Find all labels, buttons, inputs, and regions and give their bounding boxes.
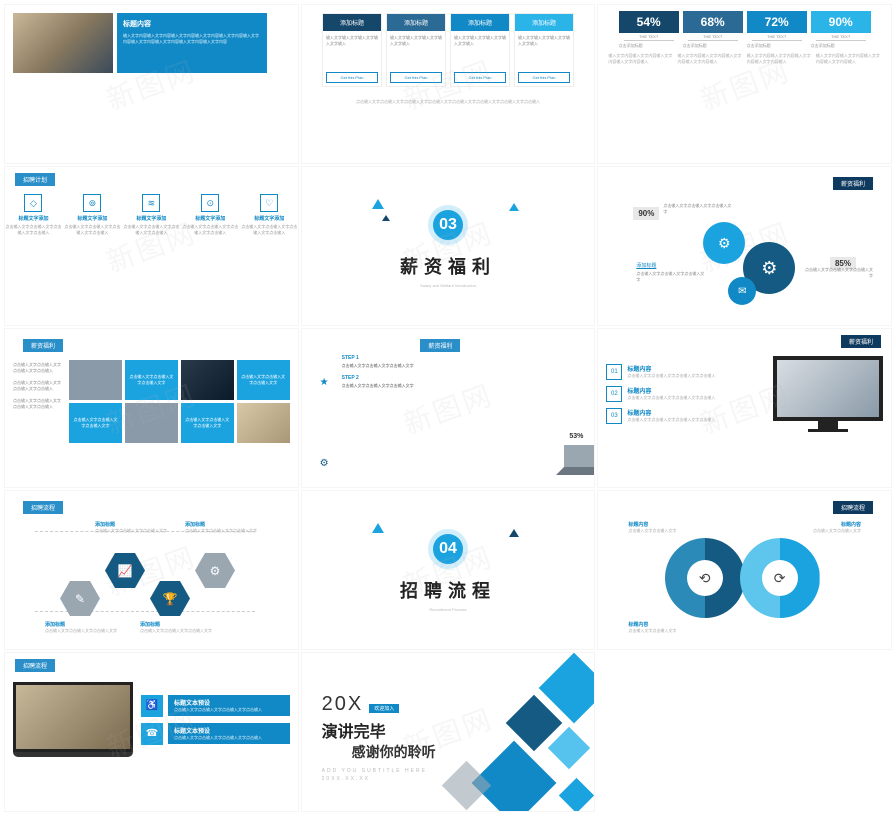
hex-icon: ⚙ <box>195 553 235 588</box>
section-sub: Recruitment Process <box>429 607 466 612</box>
item-number: 03 <box>606 408 622 424</box>
pct-90: 90% <box>633 207 659 220</box>
bar-icon: ♿ <box>141 695 163 717</box>
item-icon: ♡ <box>260 194 278 212</box>
section-title: 薪资福利 <box>400 253 496 279</box>
tag: 薪资福利 <box>420 339 460 352</box>
slide-5-divider: 新图网 03 薪资福利 Salary and Welfare Introduct… <box>301 166 596 326</box>
stat-block: 72% THE TEXT 点击添加标题 <box>747 11 807 49</box>
stair-step <box>594 429 595 467</box>
item-icon: ≋ <box>142 194 160 212</box>
link[interactable]: 添加标题 <box>636 262 656 269</box>
tag: 招聘流程 <box>15 659 55 672</box>
grid-photo <box>181 360 234 400</box>
thanks-line2: 感谢你的聆听 <box>352 742 436 762</box>
stat-block: 54% THE TEXT 点击添加标题 <box>619 11 679 49</box>
slide-9: 新图网 薪资福利 01 标题内容点击输入文字点击输入文字点击输入文字点击输入02… <box>597 328 892 488</box>
tag: 薪资福利 <box>833 177 873 190</box>
cog-icon: ⚙ <box>320 458 329 469</box>
pricing-card: 添加标题 输入文字输入文字输入文字输入文字输入 Get this Plan <box>386 13 446 87</box>
slide-3: 新图网 54% THE TEXT 点击添加标题68% THE TEXT 点击添加… <box>597 4 892 164</box>
laptop-mockup <box>13 682 133 757</box>
section-sub: Salary and Welfare Introduction <box>420 283 476 288</box>
card-title: 添加标题 <box>515 14 573 31</box>
get-plan-button[interactable]: Get this Plan <box>326 72 378 83</box>
tag: 招聘计划 <box>15 173 55 186</box>
tag: 招聘流程 <box>833 501 873 514</box>
grid-photo <box>125 403 178 443</box>
slide-10: 新图网 招聘流程 ✎ 📈 🏆 ⚙ 添加标题点击输入文字点击输入文字点击输入文字 … <box>4 490 299 650</box>
item-icon: ⊙ <box>201 194 219 212</box>
monitor-mockup <box>773 356 883 432</box>
grid-photo <box>69 360 122 400</box>
slide-13: 新图网 招聘流程 ♿ 标题文本预设点击输入文字点击输入文字点击输入文字点击输入☎… <box>4 652 299 812</box>
title-panel: 标题内容 输入文字内容输入文字内容输入文字内容输入文字内容输入文字内容输入文字内… <box>117 13 267 73</box>
get-plan-button[interactable]: Get this Plan <box>518 72 570 83</box>
card-title: 添加标题 <box>323 14 381 31</box>
stat-block: 68% THE TEXT 点击添加标题 <box>683 11 743 49</box>
panel-title: 标题内容 <box>123 19 261 29</box>
list-item: 01 标题内容点击输入文字点击输入文字点击输入文字点击输入 <box>606 364 765 380</box>
hex-icon: 📈 <box>105 553 145 588</box>
plan-item: ⊚ 标题文字添加 点击输入文字点击输入文字点击输入文字点击输入 <box>64 194 121 236</box>
donut-left: ⟲ <box>665 538 745 618</box>
info-bar: ♿ 标题文本预设点击输入文字点击输入文字点击输入文字点击输入 <box>141 695 290 717</box>
tag: 薪资福利 <box>841 335 881 348</box>
meeting-photo <box>13 13 113 73</box>
stat-block: 90% THE TEXT 点击添加标题 <box>811 11 871 49</box>
info-bar: ☎ 标题文本预设点击输入文字点击输入文字点击输入文字点击输入 <box>141 723 290 745</box>
star-icon: ★ <box>320 377 329 388</box>
list-item: 02 标题内容点击输入文字点击输入文字点击输入文字点击输入 <box>606 386 765 402</box>
plan-item: ♡ 标题文字添加 点击输入文字点击输入文字点击输入文字点击输入 <box>241 194 298 236</box>
slide-6: 新图网 薪资福利 90% 点击输入文字点击输入文字点击输入文字 ⚙ ⚙ ✉ 85… <box>597 166 892 326</box>
stair-step <box>564 445 595 467</box>
item-icon: ⊚ <box>83 194 101 212</box>
plan-item: ⊙ 标题文字添加 点击输入文字点击输入文字点击输入文字点击输入 <box>182 194 239 236</box>
slide-12: 新图网 招聘流程 标题内容点击输入文字点击输入文字 标题内容点击输入文字点击输入… <box>597 490 892 650</box>
grid-photo <box>237 403 290 443</box>
slide-4: 新图网 招聘计划 ◇ 标题文字添加 点击输入文字点击输入文字点击输入文字点击输入… <box>4 166 299 326</box>
card-title: 添加标题 <box>451 14 509 31</box>
plan-item: ≋ 标题文字添加 点击输入文字点击输入文字点击输入文字点击输入 <box>123 194 180 236</box>
slide-11-divider: 新图网 04 招聘流程 Recruitment Process <box>301 490 596 650</box>
section-number: 04 <box>428 529 468 569</box>
card-title: 添加标题 <box>387 14 445 31</box>
tag: 招聘流程 <box>23 501 63 514</box>
pricing-card: 添加标题 输入文字输入文字输入文字输入文字输入 Get this Plan <box>450 13 510 87</box>
gear-icon: ⚙ <box>703 222 745 264</box>
gear-icon: ✉ <box>728 277 756 305</box>
bar-icon: ☎ <box>141 723 163 745</box>
section-title: 招聘流程 <box>400 577 496 603</box>
item-icon: ◇ <box>24 194 42 212</box>
get-plan-button[interactable]: Get this Plan <box>390 72 442 83</box>
slide-1: 新图网 标题内容 输入文字内容输入文字内容输入文字内容输入文字内容输入文字内容输… <box>4 4 299 164</box>
donut-right: ⟳ <box>740 538 820 618</box>
list-item: 03 标题内容点击输入文字点击输入文字点击输入文字点击输入 <box>606 408 765 424</box>
slide-14-thanks: 新图网 20X 欢迎加入 演讲完毕 感谢你的聆听 ADD YOU SUBTITL… <box>301 652 596 812</box>
plan-item: ◇ 标题文字添加 点击输入文字点击输入文字点击输入文字点击输入 <box>5 194 62 236</box>
year: 20X <box>322 693 364 716</box>
slide-8: 新图网 薪资福利 STEP 1 点击输入文字点击输入文字点击输入文字 STEP … <box>301 328 596 488</box>
slide-7: 新图网 薪资福利 点击输入文字点击输入文字 点击输入文字点击输入 点击输入文字点… <box>4 328 299 488</box>
slide2-sub: 点击输入文字点击输入文字点击输入文字点击输入文字点击输入文字点击输入文字点击输入… <box>302 99 595 105</box>
pricing-card: 添加标题 输入文字输入文字输入文字输入文字输入 Get this Plan <box>322 13 382 87</box>
pricing-card: 添加标题 输入文字输入文字输入文字输入文字输入 Get this Plan <box>514 13 574 87</box>
section-number: 03 <box>428 205 468 245</box>
item-number: 01 <box>606 364 622 380</box>
item-number: 02 <box>606 386 622 402</box>
side-text: 点击输入文字点击输入文字 点击输入文字点击输入 点击输入文字点击输入文字 点击输… <box>13 356 63 443</box>
thanks-line1: 演讲完毕 <box>322 718 436 742</box>
slide-2: 新图网 添加标题 输入文字输入文字输入文字输入文字输入 Get this Pla… <box>301 4 596 164</box>
get-plan-button[interactable]: Get this Plan <box>454 72 506 83</box>
tag: 薪资福利 <box>23 339 63 352</box>
panel-body: 输入文字内容输入文字内容输入文字内容输入文字内容输入文字内容输入文字内容输入文字… <box>123 33 261 44</box>
